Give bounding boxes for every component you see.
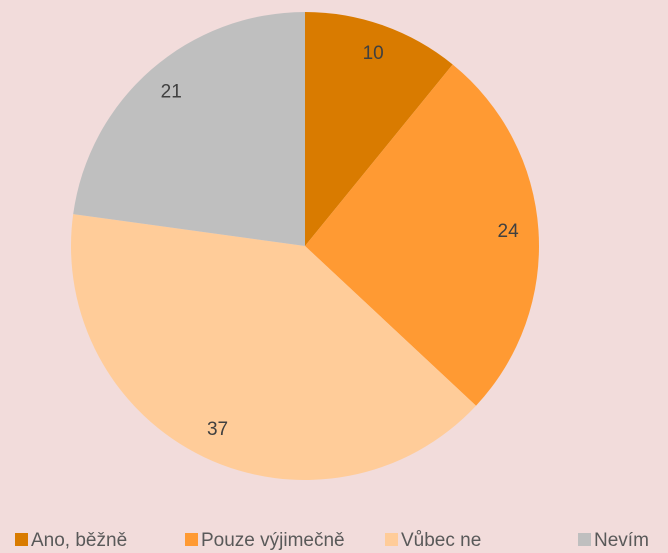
legend-swatch — [385, 533, 398, 546]
data-label: 10 — [363, 43, 384, 64]
legend-swatch — [15, 533, 28, 546]
pie-slice — [305, 64, 539, 406]
legend-label: Vůbec ne — [401, 530, 481, 551]
pie-slice — [73, 12, 305, 246]
legend-swatch — [578, 533, 591, 546]
pie-slice — [305, 12, 453, 246]
legend-label: Nevím — [594, 530, 649, 551]
data-label: 21 — [161, 82, 182, 103]
legend-label: Pouze výjimečně — [201, 530, 345, 551]
pie-slice — [71, 214, 477, 480]
legend-swatch — [185, 533, 198, 546]
data-label: 24 — [498, 221, 520, 242]
legend-label: Ano, běžně — [31, 530, 127, 551]
data-label: 37 — [207, 419, 228, 440]
